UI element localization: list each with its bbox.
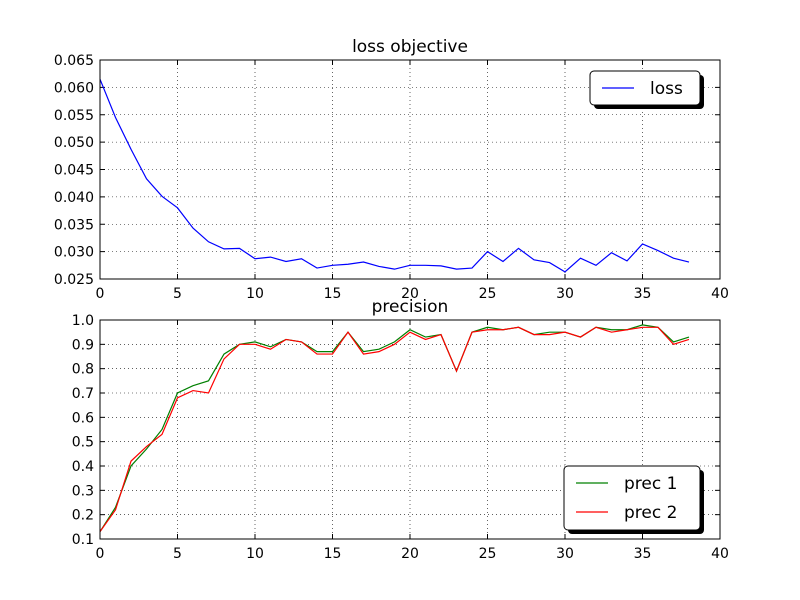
x-tick-label: 10: [246, 286, 264, 302]
legend: loss: [589, 70, 704, 109]
x-tick-label: 35: [634, 286, 652, 302]
y-tick-label: 0.5: [72, 435, 94, 451]
y-tick-label: 0.060: [54, 80, 94, 96]
chart-title: precision: [372, 297, 449, 317]
x-tick-label: 15: [324, 286, 342, 302]
y-tick-label: 0.025: [54, 272, 94, 288]
x-tick-label: 0: [96, 286, 105, 302]
x-tick-label: 10: [246, 546, 264, 562]
x-tick-label: 5: [173, 546, 182, 562]
x-tick-label: 15: [324, 546, 342, 562]
x-tick-label: 5: [173, 286, 182, 302]
subplot-1: 0 5 10 15 20 25 30 35 40 0.025 0.030 0.035 0.040 0.04…: [54, 37, 729, 302]
x-tick-label: 30: [556, 286, 574, 302]
legend-box: [563, 465, 701, 531]
x-tick-label: 0: [96, 546, 105, 562]
x-tick-label: 25: [479, 286, 497, 302]
series-line-loss: [99, 78, 690, 273]
series-line-prec-2: [99, 326, 690, 533]
legend-label: prec 1: [624, 474, 677, 494]
y-tick-label: 0.6: [72, 410, 94, 426]
x-tick-label: 20: [401, 546, 419, 562]
legend: prec 1 prec 2: [563, 465, 704, 534]
x-tick-label: 40: [711, 286, 729, 302]
legend-label: loss: [650, 79, 683, 99]
y-tick-label: 0.7: [72, 386, 94, 402]
x-tick-label: 25: [479, 546, 497, 562]
x-tick-label: 20: [401, 286, 419, 302]
legend-box: [589, 70, 701, 106]
y-tick-label: 0.045: [54, 163, 94, 179]
y-tick-label: 1.0: [72, 313, 94, 329]
y-tick-label: 0.3: [72, 483, 94, 499]
y-tick-label: 0.9: [72, 337, 94, 353]
y-tick-label: 0.065: [54, 53, 94, 69]
y-tick-label: 0.035: [54, 217, 94, 233]
chart-title: loss objective: [352, 37, 468, 57]
y-tick-label: 0.4: [72, 459, 94, 475]
y-tick-label: 0.040: [54, 190, 94, 206]
y-tick-label: 0.050: [54, 135, 94, 151]
y-tick-label: 0.1: [72, 532, 94, 548]
y-tick-label: 0.2: [72, 508, 94, 524]
legend-label: prec 2: [624, 503, 677, 523]
y-tick-label: 0.030: [54, 245, 94, 261]
y-tick-label: 0.055: [54, 108, 94, 124]
x-tick-label: 30: [556, 546, 574, 562]
axes-frame: [99, 59, 721, 280]
x-tick-label: 40: [711, 546, 729, 562]
x-tick-label: 35: [634, 546, 652, 562]
subplot-2: 0 5 10 15 20 25 30 35 40 0.1 0.2 0.3 0.4 0.5 0.6 0.7 0.8…: [72, 297, 729, 562]
y-tick-label: 0.8: [72, 362, 94, 378]
axes-frame: [99, 319, 721, 540]
